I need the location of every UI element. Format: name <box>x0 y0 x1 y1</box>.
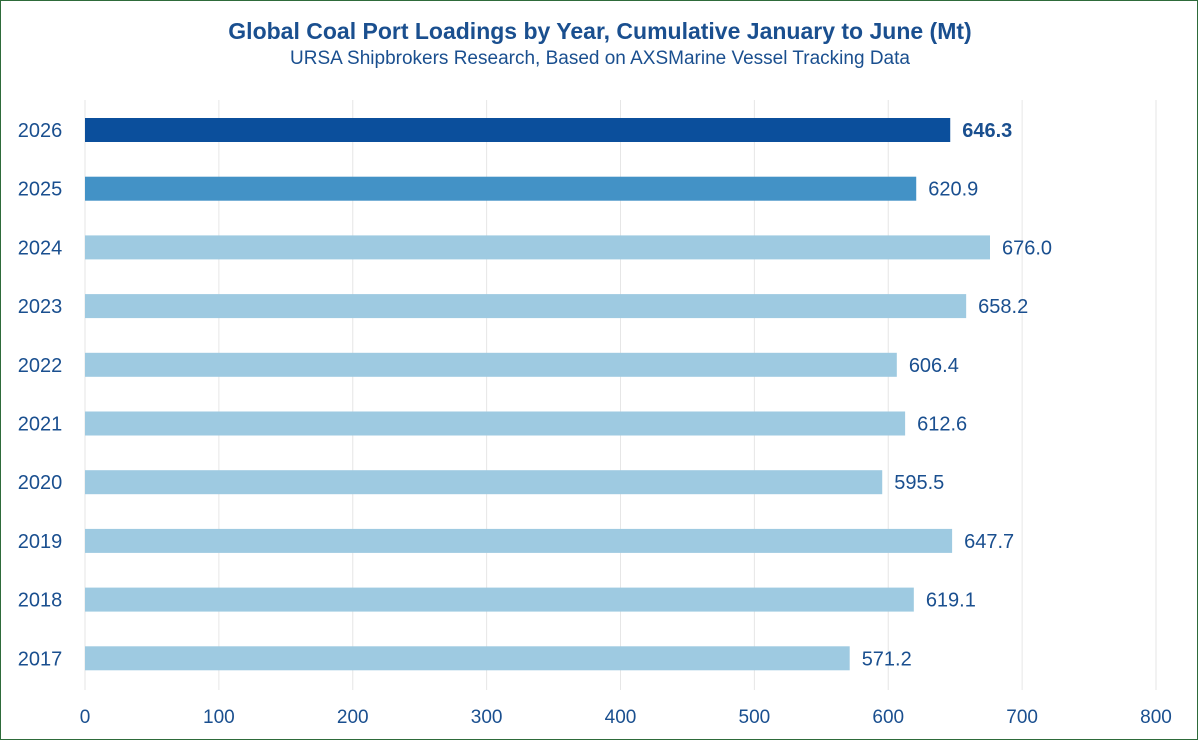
category-label: 2025 <box>18 179 63 201</box>
x-tick-labels: 0 100 200 300 400 500 600 700 800 <box>80 707 1172 728</box>
chart-subtitle: URSA Shipbrokers Research, Based on AXSM… <box>290 48 910 69</box>
value-label: 595.5 <box>894 472 944 494</box>
bar <box>85 470 883 495</box>
category-label: 2019 <box>18 531 63 553</box>
x-tick-label: 400 <box>605 707 637 728</box>
category-label: 2022 <box>18 355 63 377</box>
bar <box>85 294 967 319</box>
value-label: 646.3 <box>962 120 1012 142</box>
bars <box>85 118 990 671</box>
value-label: 658.2 <box>978 296 1028 318</box>
category-label: 2026 <box>18 120 63 142</box>
x-tick-label: 500 <box>739 707 771 728</box>
bar <box>85 118 951 142</box>
bar <box>85 176 917 201</box>
category-label: 2018 <box>18 590 63 612</box>
value-label: 647.7 <box>964 531 1014 553</box>
x-tick-label: 200 <box>337 707 369 728</box>
bar <box>85 587 914 612</box>
value-label: 606.4 <box>909 355 959 377</box>
value-label: 612.6 <box>917 414 967 436</box>
x-tick-label: 800 <box>1140 707 1172 728</box>
bar <box>85 352 897 377</box>
category-label: 2021 <box>18 414 63 436</box>
category-label: 2017 <box>18 648 63 670</box>
bar <box>85 646 850 671</box>
bar <box>85 528 953 553</box>
x-tick-label: 600 <box>872 707 904 728</box>
x-tick-label: 300 <box>471 707 503 728</box>
bar <box>85 235 990 260</box>
category-label: 2020 <box>18 472 63 494</box>
x-tick-label: 100 <box>203 707 235 728</box>
chart-title: Global Coal Port Loadings by Year, Cumul… <box>228 18 972 44</box>
x-tick-label: 0 <box>80 707 91 728</box>
value-label: 676.0 <box>1002 237 1052 259</box>
category-labels: 2026 2025 2024 2023 2022 2021 2020 2019 2018 2017 <box>18 120 63 670</box>
value-label: 620.9 <box>928 179 978 201</box>
bar <box>85 411 906 436</box>
category-label: 2024 <box>18 237 63 259</box>
value-label: 619.1 <box>926 590 976 612</box>
value-labels: 646.3 620.9 676.0 658.2 606.4 612.6 595.5 647.7… <box>862 120 1052 670</box>
value-label: 571.2 <box>862 648 912 670</box>
category-label: 2023 <box>18 296 63 318</box>
x-tick-label: 700 <box>1006 707 1038 728</box>
